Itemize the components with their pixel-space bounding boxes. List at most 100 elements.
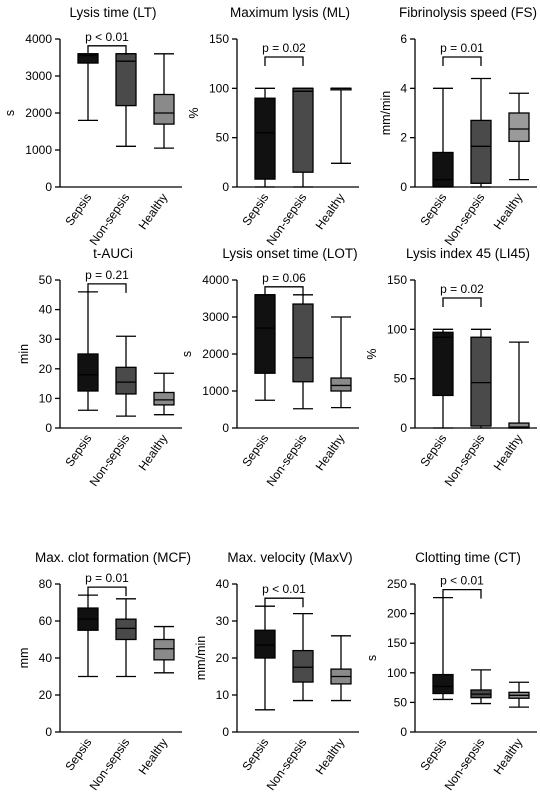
y-tick-label: 30 [216,614,230,628]
box-healthy [153,372,175,416]
box-iqr [115,366,137,395]
box-iqr [292,649,314,683]
y-tick-label: 40 [39,651,53,665]
box-non-sepsis [115,335,137,417]
y-tick-label: 2000 [25,106,52,120]
box-sepsis [254,87,276,188]
box-sepsis [254,605,276,711]
category-label: Sepsis [417,432,449,470]
box-iqr [153,638,175,661]
chart-title: Lysis index 45 (LI45) [406,246,530,261]
y-axis-label: s [3,110,17,116]
box-healthy [330,316,352,409]
y-tick-label: 150 [387,273,407,287]
category-label: Healthy [313,191,348,232]
y-tick-label: 3000 [25,69,52,83]
y-tick-label: 20 [39,362,53,376]
box-iqr [470,119,492,184]
y-tick-label: 0 [222,180,229,194]
box-iqr [432,331,454,397]
category-label: Sepsis [62,736,94,774]
y-axis-label: mm/min [194,636,208,680]
category-label: Healthy [491,191,526,232]
chart-panel-lysis-onset-time-lot: Lysis onset time (LOT) 0 1000 2000 3000 4000 s… [180,246,359,489]
category-label: Healthy [136,191,171,232]
chart-title: Max. clot formation (MCF) [35,550,191,565]
box-sepsis [432,87,454,188]
y-tick-label: 50 [394,695,408,709]
significance-bracket [87,586,127,597]
box-healthy [153,625,175,674]
box-healthy [153,53,175,149]
y-tick-label: 200 [387,607,407,621]
box-healthy [508,92,530,181]
y-tick-label: 1000 [202,384,229,398]
box-non-sepsis [470,77,492,188]
box-iqr [254,97,276,180]
chart-panel-lysis-index-45-li45: Lysis index 45 (LI45)050100150%SepsisNon… [365,246,537,489]
significance-bracket [442,297,482,307]
box-healthy [508,681,530,708]
y-tick-label: 150 [209,32,229,46]
category-label: Healthy [491,736,526,777]
box-iqr [432,673,454,695]
category-label: Healthy [313,432,348,473]
box-iqr [115,618,137,641]
chart-title: Maximum lysis (ML) [230,5,350,20]
box-iqr [254,294,276,374]
y-tick-label: 50 [394,372,408,386]
category-label: Healthy [136,432,171,473]
y-tick-label: 0 [400,180,407,194]
significance-bracket [264,56,304,66]
box-iqr [254,629,276,659]
significance-bracket [87,45,127,55]
category-label: Sepsis [417,736,449,774]
box-non-sepsis [470,328,492,429]
chart-title: Clotting time (CT) [415,550,521,565]
significance-bracket [442,56,482,66]
y-tick-label: 0 [45,725,52,739]
y-tick-label: 4 [400,81,407,95]
box-iqr [153,93,175,125]
significance-bracket [87,283,127,293]
y-tick-label: 100 [387,666,407,680]
chart-title: t-AUCi [93,246,133,261]
box-non-sepsis [115,598,137,678]
chart-panel-fibrinolysis-speed-fs: Fibrinolysis speed (FS)0246mm/minSepsisN… [379,5,537,248]
box-non-sepsis [292,612,314,702]
category-label: Healthy [313,736,348,777]
y-tick-label: 4000 [202,273,229,287]
y-tick-label: 100 [387,322,407,336]
chart-panel-clotting-time-ct: Clotting time (CT) 0 50 100 150 200 250 s Sepsis… [365,550,537,793]
chart-panel-maximum-lysis-ml: Maximum lysis (ML)050100150%SepsisNon-se… [187,5,359,248]
box-non-sepsis [115,53,137,147]
box-sepsis [77,53,99,122]
box-healthy [330,635,352,702]
chart-title: Lysis onset time (LOT) [222,246,357,261]
box-iqr [292,87,314,173]
box-sepsis [77,594,99,678]
y-tick-label: 1000 [25,143,52,157]
category-label: Healthy [491,432,526,473]
box-non-sepsis [470,669,492,705]
y-tick-label: 250 [387,577,407,591]
box-iqr [330,377,352,392]
significance-bracket [264,286,304,296]
box-non-sepsis [292,294,314,410]
category-label: Sepsis [417,191,449,229]
category-label: Sepsis [239,736,271,774]
p-value-label: p = 0.01 [85,571,129,585]
y-tick-label: 80 [39,577,53,591]
y-axis-label: mm/min [379,91,393,135]
box-sepsis [432,328,454,429]
y-tick-label: 0 [400,725,407,739]
box-iqr [432,151,454,188]
chart-panel-max-clot-formation-mcf: Max. clot formation (MCF) 0 20 40 60 80 mm Seps… [17,550,191,793]
significance-bracket [264,597,304,608]
y-tick-label: 100 [209,81,229,95]
y-tick-label: 10 [216,688,230,702]
box-iqr [292,303,314,383]
box-iqr [470,336,492,427]
